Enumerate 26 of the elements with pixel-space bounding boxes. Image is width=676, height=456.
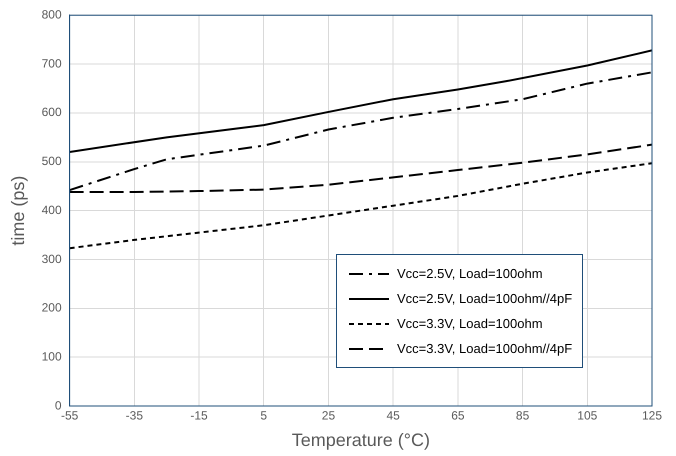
x-tick-label: 5	[260, 408, 268, 423]
x-tick-label: 125	[642, 408, 662, 423]
x-tick-label: -35	[126, 408, 144, 423]
line-series	[70, 162, 652, 250]
x-tick-label: 45	[386, 408, 400, 423]
legend-label: Vcc=3.3V, Load=100ohm//4pF	[397, 341, 572, 356]
legend-label: Vcc=2.5V, Load=100ohm	[397, 266, 543, 281]
y-tick-label: 700	[42, 56, 62, 70]
x-tick-label: -55	[60, 408, 79, 423]
x-tick-label: 105	[577, 408, 598, 423]
y-tick-label: 400	[42, 202, 62, 217]
y-tick-label: 600	[42, 105, 62, 120]
x-tick-label: 25	[322, 408, 336, 423]
y-tick-label: 300	[42, 252, 62, 266]
legend-label: Vcc=2.5V, Load=100ohm//4pF	[397, 291, 572, 306]
y-tick-label: 100	[42, 349, 62, 364]
legend-label: Vcc=3.3V, Load=100ohm	[397, 316, 543, 331]
x-tick-label: 65	[451, 408, 465, 423]
y-tick-label: 800	[42, 8, 62, 22]
y-tick-label: 200	[42, 300, 62, 315]
y-tick-label: 500	[42, 154, 62, 168]
y-tick-label: 0	[54, 398, 62, 412]
x-tick-label: -15	[190, 408, 208, 423]
x-tick-label: 85	[516, 408, 530, 423]
x-axis-title: Temperature (°C)	[292, 430, 430, 450]
y-axis-title: time (ps)	[8, 176, 28, 246]
